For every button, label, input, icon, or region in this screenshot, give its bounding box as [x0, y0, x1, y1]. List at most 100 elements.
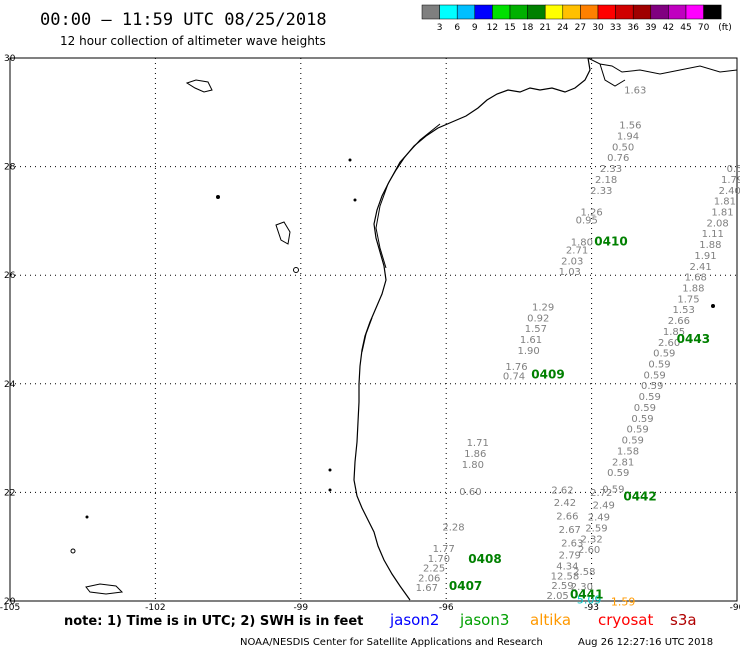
- map-frame: [9, 57, 738, 602]
- wave-height-value: 2.49: [588, 513, 610, 524]
- satellite-legend-item: cryosat: [598, 611, 653, 629]
- wave-height-value: 1.58: [617, 446, 639, 457]
- colorbar-tick-label: 12: [487, 23, 498, 33]
- color-swatch: [509, 4, 528, 20]
- footer-credit: NOAA/NESDIS Center for Satellite Applica…: [240, 637, 543, 648]
- lon-tick-label: -93: [584, 603, 599, 613]
- wave-height-value: 0.59: [602, 484, 624, 495]
- wave-height-value: 1.80: [571, 237, 593, 248]
- wave-height-value: 2.58: [573, 567, 595, 578]
- island: [85, 583, 124, 595]
- island: [328, 468, 332, 472]
- lon-tick-label: -96: [439, 603, 454, 613]
- color-swatch: [632, 4, 652, 20]
- color-swatch: [580, 4, 599, 20]
- page-subtitle: 12 hour collection of altimeter wave hei…: [60, 34, 326, 48]
- colorbar-tick-label: 39: [645, 23, 657, 33]
- wave-height-value: 2.81: [612, 457, 634, 468]
- color-swatch: [474, 4, 493, 20]
- pass-label: 0442: [623, 490, 656, 504]
- pass-label: 0410: [594, 234, 627, 248]
- wave-height-value: 1.29: [532, 302, 554, 313]
- satellite-legend-item: altika: [530, 611, 571, 629]
- wave-height-value: 1.56: [619, 121, 641, 132]
- wave-height-value: 2.33: [590, 186, 612, 197]
- colorbar-tick-label: 42: [663, 23, 674, 33]
- axis-labels: -105 -102 -99 -96 -93 -90 30 28 26 24 22 20: [0, 54, 740, 613]
- wave-height-value: 5.09: [577, 594, 602, 607]
- lon-tick-label: -102: [145, 603, 165, 613]
- wave-height-value: 0.92: [527, 313, 549, 324]
- lat-tick-label: 28: [4, 163, 16, 173]
- wave-height-value: 0.74: [503, 371, 525, 382]
- wave-height-value: 2.67: [559, 525, 581, 536]
- wave-height-value: 1.75: [677, 294, 699, 305]
- satellite-legend: jason2 jason3 altika cryosat s3a: [389, 611, 697, 629]
- wave-height-value: 2.08: [706, 218, 728, 229]
- wave-height-value: 2.41: [690, 262, 712, 273]
- pass-label: 0441: [570, 587, 603, 601]
- wave-height-value: 2.42: [554, 498, 576, 509]
- wave-height-value: 1.91: [694, 251, 716, 262]
- color-swatch: [421, 4, 440, 20]
- wave-height-value: 1.77: [433, 544, 455, 555]
- wave-height-value: 1.90: [517, 346, 539, 357]
- page-title: 00:00 – 11:59 UTC 08/25/2018: [40, 10, 327, 30]
- wave-height-values: 1.631.561.940.500.762.332.182.331.260.95…: [416, 85, 740, 608]
- wave-height-value: 2.40: [719, 186, 740, 197]
- wave-height-value: 1.68: [685, 273, 707, 284]
- wave-height-value: 1.67: [416, 583, 438, 594]
- color-swatch: [439, 4, 458, 20]
- lat-tick-label: 26: [4, 271, 16, 281]
- coastline: [353, 57, 591, 601]
- wave-height-value: 2.71: [566, 245, 588, 256]
- wave-height-value: 1.85: [663, 327, 685, 338]
- wave-height-value: 0.59: [631, 414, 653, 425]
- colorbar-tick-label: 30: [592, 23, 604, 33]
- satellite-legend-item: jason3: [459, 611, 509, 629]
- wave-height-value: 2.18: [595, 175, 617, 186]
- color-swatch: [562, 4, 581, 20]
- lat-lon-grid: [10, 58, 737, 601]
- island: [185, 79, 213, 93]
- wave-height-value: 2.28: [442, 522, 464, 533]
- colorbar-tick-label: 6: [454, 23, 460, 33]
- wave-height-value: 1.11: [702, 229, 724, 240]
- lon-tick-label: -90: [730, 603, 740, 613]
- wave-height-value: 2.30: [571, 582, 593, 593]
- wave-height-value: 0.59: [607, 468, 629, 479]
- wave-height-value: 1.63: [624, 85, 646, 96]
- wave-height-value: 1.71: [467, 438, 489, 449]
- wave-height-value: 2.32: [580, 534, 602, 545]
- wave-height-value: 2.66: [668, 316, 690, 327]
- wave-height-value: 2.72: [590, 488, 612, 499]
- wave-height-value: 1.94: [617, 131, 639, 142]
- wave-height-value: 1.57: [525, 324, 547, 335]
- island: [328, 488, 332, 492]
- wave-height-value: 2.06: [418, 573, 440, 584]
- color-swatch: [527, 4, 546, 20]
- wave-height-value: 0.59: [653, 349, 675, 360]
- pass-label: 0409: [531, 367, 564, 381]
- wave-height-value: 12.58: [551, 571, 580, 582]
- island: [85, 515, 89, 519]
- island: [353, 198, 357, 202]
- mississippi-delta: [587, 57, 738, 87]
- wave-height-value: 2.03: [561, 256, 583, 267]
- satellite-legend-item: jason2: [389, 611, 439, 629]
- island: [216, 195, 220, 199]
- lon-tick-label: -105: [0, 603, 20, 613]
- color-swatch: [544, 4, 564, 20]
- wave-height-value: 1.88: [699, 240, 721, 251]
- wave-height-value: 0.59: [627, 425, 649, 436]
- colorbar-tick-label: 24: [557, 23, 569, 33]
- island: [70, 548, 76, 554]
- satellite-legend-item: s3a: [670, 611, 697, 629]
- wave-height-value: 1.61: [520, 335, 542, 346]
- wave-height-value: 2.66: [556, 512, 578, 523]
- color-swatch: [615, 4, 634, 20]
- wave-height-value: 2.05: [547, 591, 569, 602]
- color-scale-legend: 3 6 9 12 15 18 21 24 27 30 33 36 39 42 45 70 (ft): [421, 4, 732, 33]
- footer-timestamp: Aug 26 12:27:16 UTC 2018: [578, 637, 713, 648]
